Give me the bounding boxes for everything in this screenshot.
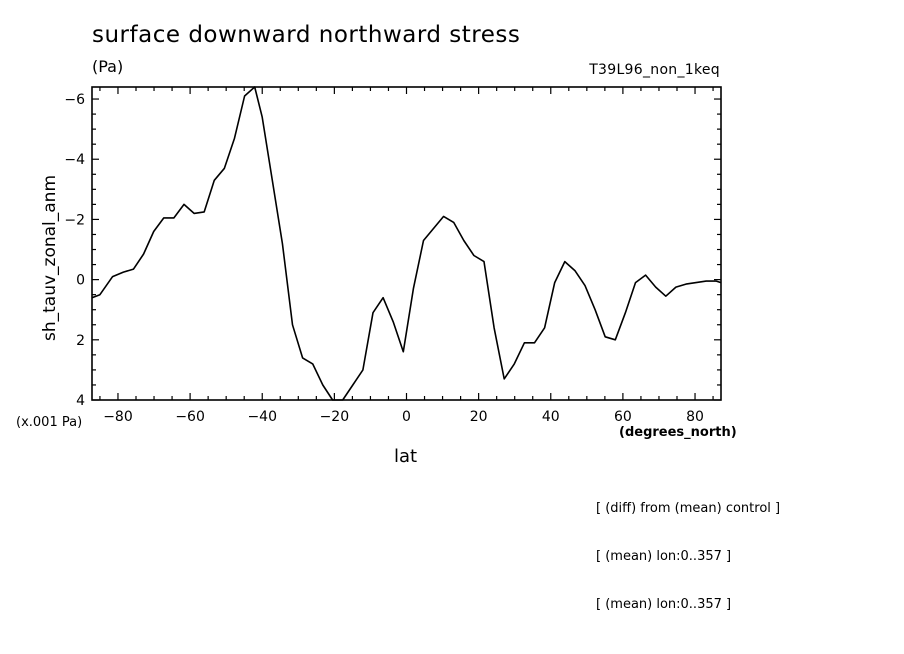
plot-frame	[91, 86, 722, 401]
y-tick-label: −4	[64, 152, 85, 168]
annotation-line: [ (mean) lon:0..357 ]	[596, 549, 732, 564]
x-tick-label: −20	[320, 409, 350, 425]
y-tick-label: 2	[76, 333, 85, 349]
x-tick-label: −80	[103, 409, 133, 425]
x-axis-label: lat	[394, 446, 418, 467]
x-axis-units: (degrees_north)	[619, 425, 737, 440]
x-tick-label: 20	[470, 409, 488, 425]
x-tick-label: 0	[402, 409, 411, 425]
annotation-notes: [ (diff) from (mean) control ] [ (mean) …	[596, 469, 780, 629]
x-tick-label: −60	[175, 409, 205, 425]
y-tick-label: 4	[76, 393, 85, 409]
x-tick-label: −40	[247, 409, 277, 425]
y-tick-label: −2	[64, 212, 85, 228]
annotation-line: [ (diff) from (mean) control ]	[596, 501, 781, 516]
axis-ticks	[92, 87, 721, 401]
series-line	[91, 86, 722, 401]
run-id-label: T39L96_non_1keq	[589, 62, 720, 78]
chart-title: surface downward northward stress	[92, 22, 521, 48]
y-scale-note: (x.001 Pa)	[16, 415, 83, 430]
chart-units: (Pa)	[92, 57, 124, 76]
x-tick-label: 80	[686, 409, 704, 425]
x-tick-label: 40	[542, 409, 560, 425]
y-tick-label: −6	[64, 92, 85, 108]
annotation-line: [ (mean) lon:0..357 ]	[596, 597, 732, 612]
x-tick-label: 60	[614, 409, 632, 425]
y-tick-label: 0	[76, 273, 85, 289]
